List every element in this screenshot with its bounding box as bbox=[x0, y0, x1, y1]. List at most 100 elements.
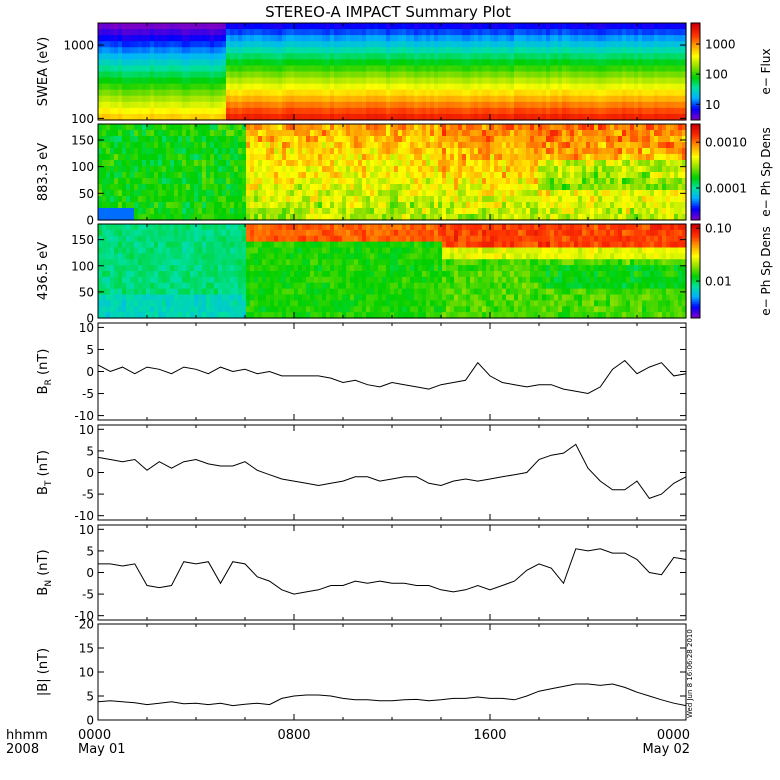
swea-cell bbox=[154, 95, 159, 103]
pad436-cell bbox=[106, 306, 111, 313]
swea-cell bbox=[518, 47, 523, 54]
pad883-cell bbox=[526, 124, 531, 131]
swea-cell bbox=[262, 47, 267, 54]
pad883-cell bbox=[122, 142, 127, 149]
pad883-cell bbox=[162, 154, 167, 161]
swea-cell bbox=[458, 53, 463, 60]
pad883-cell bbox=[478, 196, 483, 203]
swea-cell bbox=[522, 77, 527, 85]
swea-cell bbox=[406, 59, 411, 67]
swea-cell bbox=[122, 29, 127, 36]
pad883-cell bbox=[650, 136, 655, 143]
swea-cell bbox=[118, 65, 123, 73]
pad883-cell bbox=[134, 142, 139, 149]
swea-cell bbox=[222, 71, 227, 79]
pad883-cell bbox=[98, 214, 103, 221]
swea-cell bbox=[338, 47, 343, 54]
pad883-cell bbox=[110, 178, 115, 185]
pad883-cell bbox=[262, 178, 267, 185]
pad883-cell bbox=[498, 136, 503, 143]
pad883-cell bbox=[282, 166, 287, 173]
swea-cell bbox=[466, 41, 471, 48]
swea-cell bbox=[490, 77, 495, 85]
pad883-cell bbox=[110, 214, 115, 221]
pad883-cell bbox=[250, 184, 255, 191]
pad883-cell bbox=[662, 214, 667, 221]
swea-cell bbox=[258, 65, 263, 73]
swea-cell bbox=[582, 23, 587, 30]
swea-cell bbox=[490, 23, 495, 30]
pad883-cell bbox=[326, 166, 331, 173]
pad883-cell bbox=[98, 160, 103, 167]
swea-cell bbox=[158, 29, 163, 36]
pad883-cell bbox=[294, 160, 299, 167]
swea-cell bbox=[194, 23, 199, 30]
swea-cell bbox=[650, 53, 655, 60]
pad883-cell bbox=[250, 178, 255, 185]
pad883-cell bbox=[666, 190, 671, 197]
swea-cell bbox=[530, 41, 535, 48]
pad883-cell bbox=[302, 160, 307, 167]
swea-cell bbox=[406, 95, 411, 103]
swea-cell bbox=[290, 65, 295, 73]
pad883-cell bbox=[446, 178, 451, 185]
swea-cell bbox=[478, 35, 483, 42]
swea-cell bbox=[426, 83, 431, 91]
swea-cell bbox=[290, 77, 295, 85]
pad883-cell bbox=[498, 160, 503, 167]
pad883-cell bbox=[130, 166, 135, 173]
swea-cell bbox=[502, 113, 507, 121]
swea-cell bbox=[662, 71, 667, 79]
swea-cell bbox=[646, 53, 651, 60]
pad883-cell bbox=[618, 166, 623, 173]
pad883-cell bbox=[342, 190, 347, 197]
swea-cell bbox=[222, 101, 227, 109]
pad883-cell bbox=[330, 142, 335, 149]
pad883-cell bbox=[514, 190, 519, 197]
pad883-cell bbox=[646, 196, 651, 203]
pad883-cell bbox=[182, 202, 187, 209]
swea-cell bbox=[598, 95, 603, 103]
pad883-cell bbox=[214, 184, 219, 191]
swea-cell bbox=[118, 53, 123, 60]
pad883-cell bbox=[446, 166, 451, 173]
swea-cell bbox=[390, 95, 395, 103]
swea-cell bbox=[274, 59, 279, 67]
pad883-cell bbox=[362, 202, 367, 209]
pad883-cell bbox=[602, 130, 607, 137]
pad883-cell bbox=[446, 190, 451, 197]
swea-cell bbox=[174, 47, 179, 54]
pad883-cell bbox=[494, 142, 499, 149]
pad883-cell bbox=[406, 142, 411, 149]
swea-cell bbox=[354, 71, 359, 79]
pad883-cell bbox=[622, 172, 627, 179]
swea-cell bbox=[346, 47, 351, 54]
swea-cell bbox=[362, 35, 367, 42]
pad883-cell bbox=[190, 160, 195, 167]
swea-cell bbox=[482, 101, 487, 109]
pad883-cell bbox=[662, 202, 667, 209]
pad883-cell bbox=[578, 148, 583, 155]
pad883-cell bbox=[490, 166, 495, 173]
pad883-cell bbox=[574, 190, 579, 197]
swea-cell bbox=[602, 83, 607, 91]
pad883-cell bbox=[290, 148, 295, 155]
swea-cell bbox=[354, 89, 359, 97]
swea-cell bbox=[286, 77, 291, 85]
pad883-cell bbox=[542, 148, 547, 155]
pad883-cell bbox=[382, 190, 387, 197]
pad883-cell bbox=[674, 214, 679, 221]
pad883-cell bbox=[138, 208, 143, 215]
swea-cell bbox=[182, 23, 187, 30]
swea-cell bbox=[114, 89, 119, 97]
swea-cell bbox=[434, 35, 439, 42]
swea-cell bbox=[130, 41, 135, 48]
swea-cell bbox=[382, 101, 387, 109]
pad883-cell bbox=[486, 148, 491, 155]
swea-cell bbox=[130, 83, 135, 91]
swea-cell bbox=[166, 29, 171, 36]
swea-cell bbox=[302, 47, 307, 54]
swea-cell bbox=[546, 65, 551, 73]
swea-cell bbox=[262, 53, 267, 60]
pad883-cell bbox=[262, 148, 267, 155]
